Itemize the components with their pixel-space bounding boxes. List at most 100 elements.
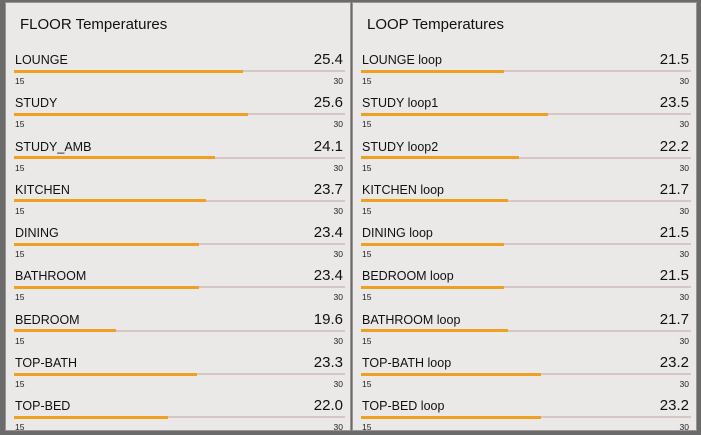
gauge-max-label: 30 <box>679 162 689 173</box>
gauge-max-label: 30 <box>679 249 689 260</box>
gauge-label: TOP-BED <box>15 399 71 414</box>
gauge-value: 23.5 <box>659 94 689 112</box>
gauge-value: 21.5 <box>659 224 689 242</box>
gauge-row: BATHROOM loop 21.7 15 30 <box>361 305 691 348</box>
gauge-value: 21.7 <box>659 180 689 198</box>
gauge-min-label: 15 <box>15 422 25 433</box>
gauge-track <box>14 372 345 376</box>
gauge-max-label: 30 <box>333 119 343 130</box>
gauge-min-label: 15 <box>15 292 25 303</box>
gauge-track <box>14 69 345 73</box>
gauge-max-label: 30 <box>333 335 343 346</box>
panel-title: FLOOR Temperatures <box>20 16 168 33</box>
gauge-min-label: 15 <box>362 76 372 86</box>
gauge-track <box>14 285 345 289</box>
gauge-label: TOP-BED loop <box>362 399 445 414</box>
gauge-track <box>14 242 345 246</box>
gauge-fill <box>361 199 509 203</box>
gauge-row: LOUNGE loop 21.5 15 30 <box>361 45 691 88</box>
gauge-track <box>14 156 345 160</box>
gauge-max-label: 30 <box>333 76 343 86</box>
gauge-row: BEDROOM 19.6 15 30 <box>14 305 345 348</box>
gauge-fill <box>361 415 542 419</box>
gauge-row: TOP-BED 22.0 15 30 <box>14 391 345 434</box>
gauge-row: TOP-BATH 23.3 15 30 <box>14 348 345 391</box>
gauge-fill <box>361 112 548 116</box>
gauge-value: 23.2 <box>659 354 689 372</box>
gauge-label: STUDY loop2 <box>362 139 439 154</box>
gauge-fill <box>361 372 542 376</box>
gauge-row: BEDROOM loop 21.5 15 30 <box>361 261 691 304</box>
gauge-track <box>14 329 345 333</box>
gauge-row: TOP-BATH loop 23.2 15 30 <box>361 348 691 391</box>
gauge-value: 25.6 <box>313 94 343 112</box>
gauge-min-label: 15 <box>362 162 372 173</box>
gauge-min-label: 15 <box>362 422 372 433</box>
gauge-label: TOP-BATH <box>15 356 78 371</box>
gauge-row: TOP-BED loop 23.2 15 30 <box>361 391 691 434</box>
gauge-track <box>361 69 691 73</box>
gauge-track <box>361 372 691 376</box>
gauge-max-label: 30 <box>679 335 689 346</box>
gauge-max-label: 30 <box>333 292 343 303</box>
gauge-label: KITCHEN <box>15 182 70 197</box>
gauge-min-label: 15 <box>15 76 25 86</box>
gauge-value: 23.2 <box>659 397 689 415</box>
gauge-fill <box>14 242 200 246</box>
gauge-fill <box>361 285 504 289</box>
gauge-value: 22.2 <box>659 137 689 155</box>
gauge-max-label: 30 <box>679 292 689 303</box>
gauge-min-label: 15 <box>362 249 372 260</box>
gauge-min-label: 15 <box>15 379 25 390</box>
gauge-value: 25.4 <box>313 51 343 68</box>
gauge-min-label: 15 <box>362 205 372 216</box>
gauge-label: BATHROOM <box>15 269 87 284</box>
gauge-min-label: 15 <box>362 292 372 303</box>
gauge-value: 24.1 <box>313 137 343 155</box>
gauge-min-label: 15 <box>15 335 25 346</box>
gauge-fill <box>14 372 198 376</box>
gauge-track <box>14 112 345 116</box>
gauge-track <box>361 156 691 160</box>
gauge-value: 21.5 <box>659 267 689 285</box>
gauge-row: STUDY loop2 22.2 15 30 <box>361 132 691 175</box>
gauge-max-label: 30 <box>333 422 343 433</box>
gauge-fill <box>361 156 520 160</box>
gauge-label: DINING loop <box>362 226 433 241</box>
panel-title: LOOP Temperatures <box>367 16 505 33</box>
gauge-label: KITCHEN loop <box>362 182 444 197</box>
gauge-max-label: 30 <box>679 379 689 390</box>
gauge-min-label: 15 <box>15 205 25 216</box>
gauge-value: 23.3 <box>313 354 343 372</box>
gauge-track <box>361 285 691 289</box>
gauge-list: LOUNGE 25.4 15 30 STUDY 25.6 15 30 STUDY_AMB 24.1… <box>14 45 345 435</box>
gauge-value: 22.0 <box>313 397 343 415</box>
gauge-row: STUDY_AMB 24.1 15 30 <box>14 132 345 175</box>
gauge-min-label: 15 <box>362 335 372 346</box>
gauge-label: STUDY <box>15 96 58 111</box>
gauge-max-label: 30 <box>333 249 343 260</box>
gauge-value: 21.7 <box>659 310 689 328</box>
gauge-min-label: 15 <box>15 249 25 260</box>
gauge-value: 21.5 <box>659 51 689 68</box>
gauge-value: 23.7 <box>313 180 343 198</box>
gauge-row: KITCHEN loop 21.7 15 30 <box>361 175 691 218</box>
gauge-fill <box>361 69 504 73</box>
gauge-max-label: 30 <box>679 119 689 130</box>
gauge-fill <box>14 156 215 160</box>
gauge-label: LOUNGE <box>15 53 68 67</box>
gauge-label: LOUNGE loop <box>362 53 442 67</box>
gauge-track <box>361 112 691 116</box>
gauge-track <box>14 199 345 203</box>
gauge-max-label: 30 <box>679 205 689 216</box>
gauge-row: STUDY loop1 23.5 15 30 <box>361 88 691 131</box>
gauge-min-label: 15 <box>362 379 372 390</box>
gauge-row: LOUNGE 25.4 15 30 <box>14 45 345 88</box>
gauge-max-label: 30 <box>333 162 343 173</box>
gauge-fill <box>14 112 248 116</box>
gauge-track <box>14 415 345 419</box>
gauge-label: DINING <box>15 226 59 241</box>
gauge-track <box>361 415 691 419</box>
gauge-max-label: 30 <box>333 205 343 216</box>
gauge-fill <box>361 329 509 333</box>
